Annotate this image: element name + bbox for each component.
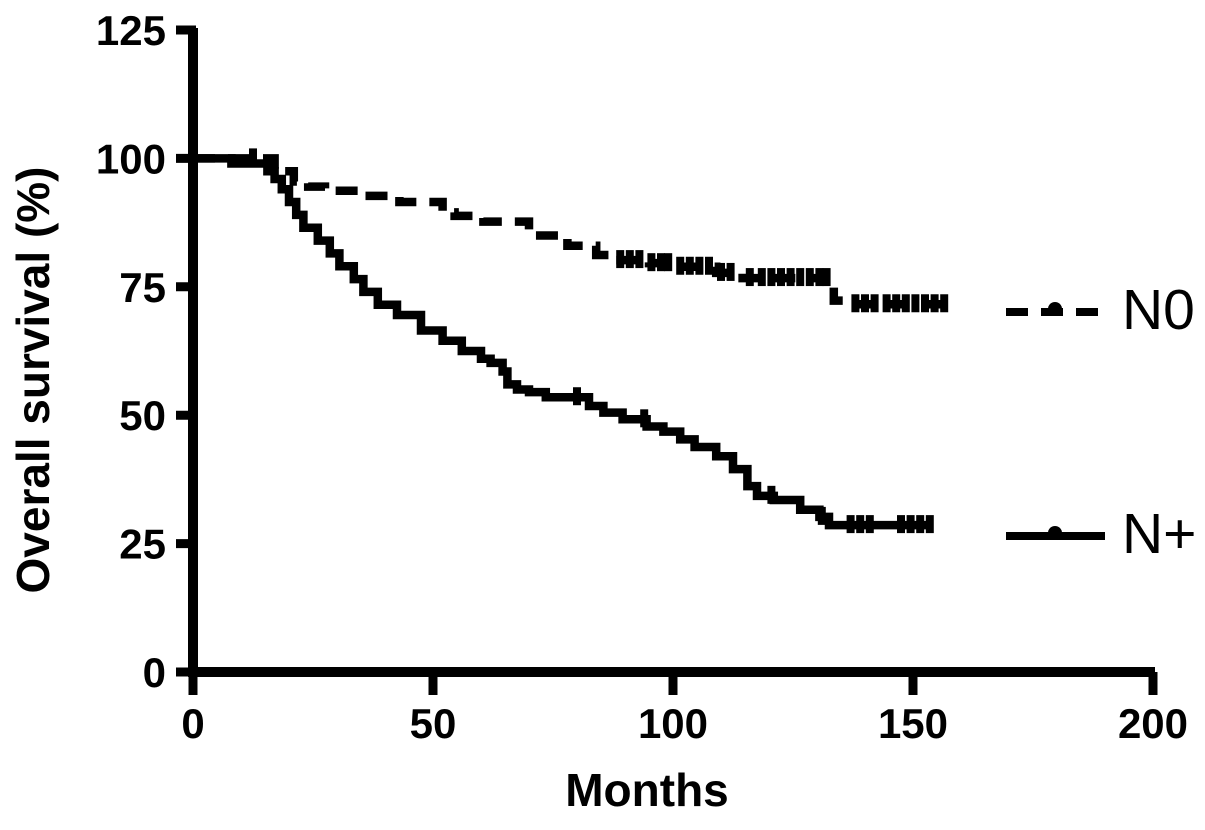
y-tick-label: 25: [119, 521, 166, 568]
legend-entry-nplus: N+: [1003, 502, 1197, 566]
x-tick-label: 50: [410, 700, 457, 747]
x-tick-label: 0: [181, 700, 204, 747]
y-tick-label: 125: [96, 7, 166, 54]
x-tick-label: 100: [638, 700, 708, 747]
axes-spine: [188, 28, 1155, 677]
legend-label-nplus: N+: [1122, 502, 1197, 566]
y-tick-label: 75: [119, 264, 166, 311]
x-axis-title: Months: [565, 764, 729, 816]
survival-curve-n+: [193, 154, 933, 530]
solid-line-sample-icon: [1006, 526, 1105, 540]
y-tick-label: 50: [119, 392, 166, 439]
legend-entry-n0: N0: [1003, 278, 1195, 342]
y-axis-title: Overall survival (%): [7, 166, 59, 594]
y-tick-label: 100: [96, 135, 166, 182]
dashed-line-sample-icon: [1006, 302, 1105, 316]
x-tick-label: 150: [878, 700, 948, 747]
x-tick-label: 200: [1118, 700, 1188, 747]
legend-label-n0: N0: [1122, 278, 1195, 342]
y-tick-label: 0: [143, 649, 166, 696]
